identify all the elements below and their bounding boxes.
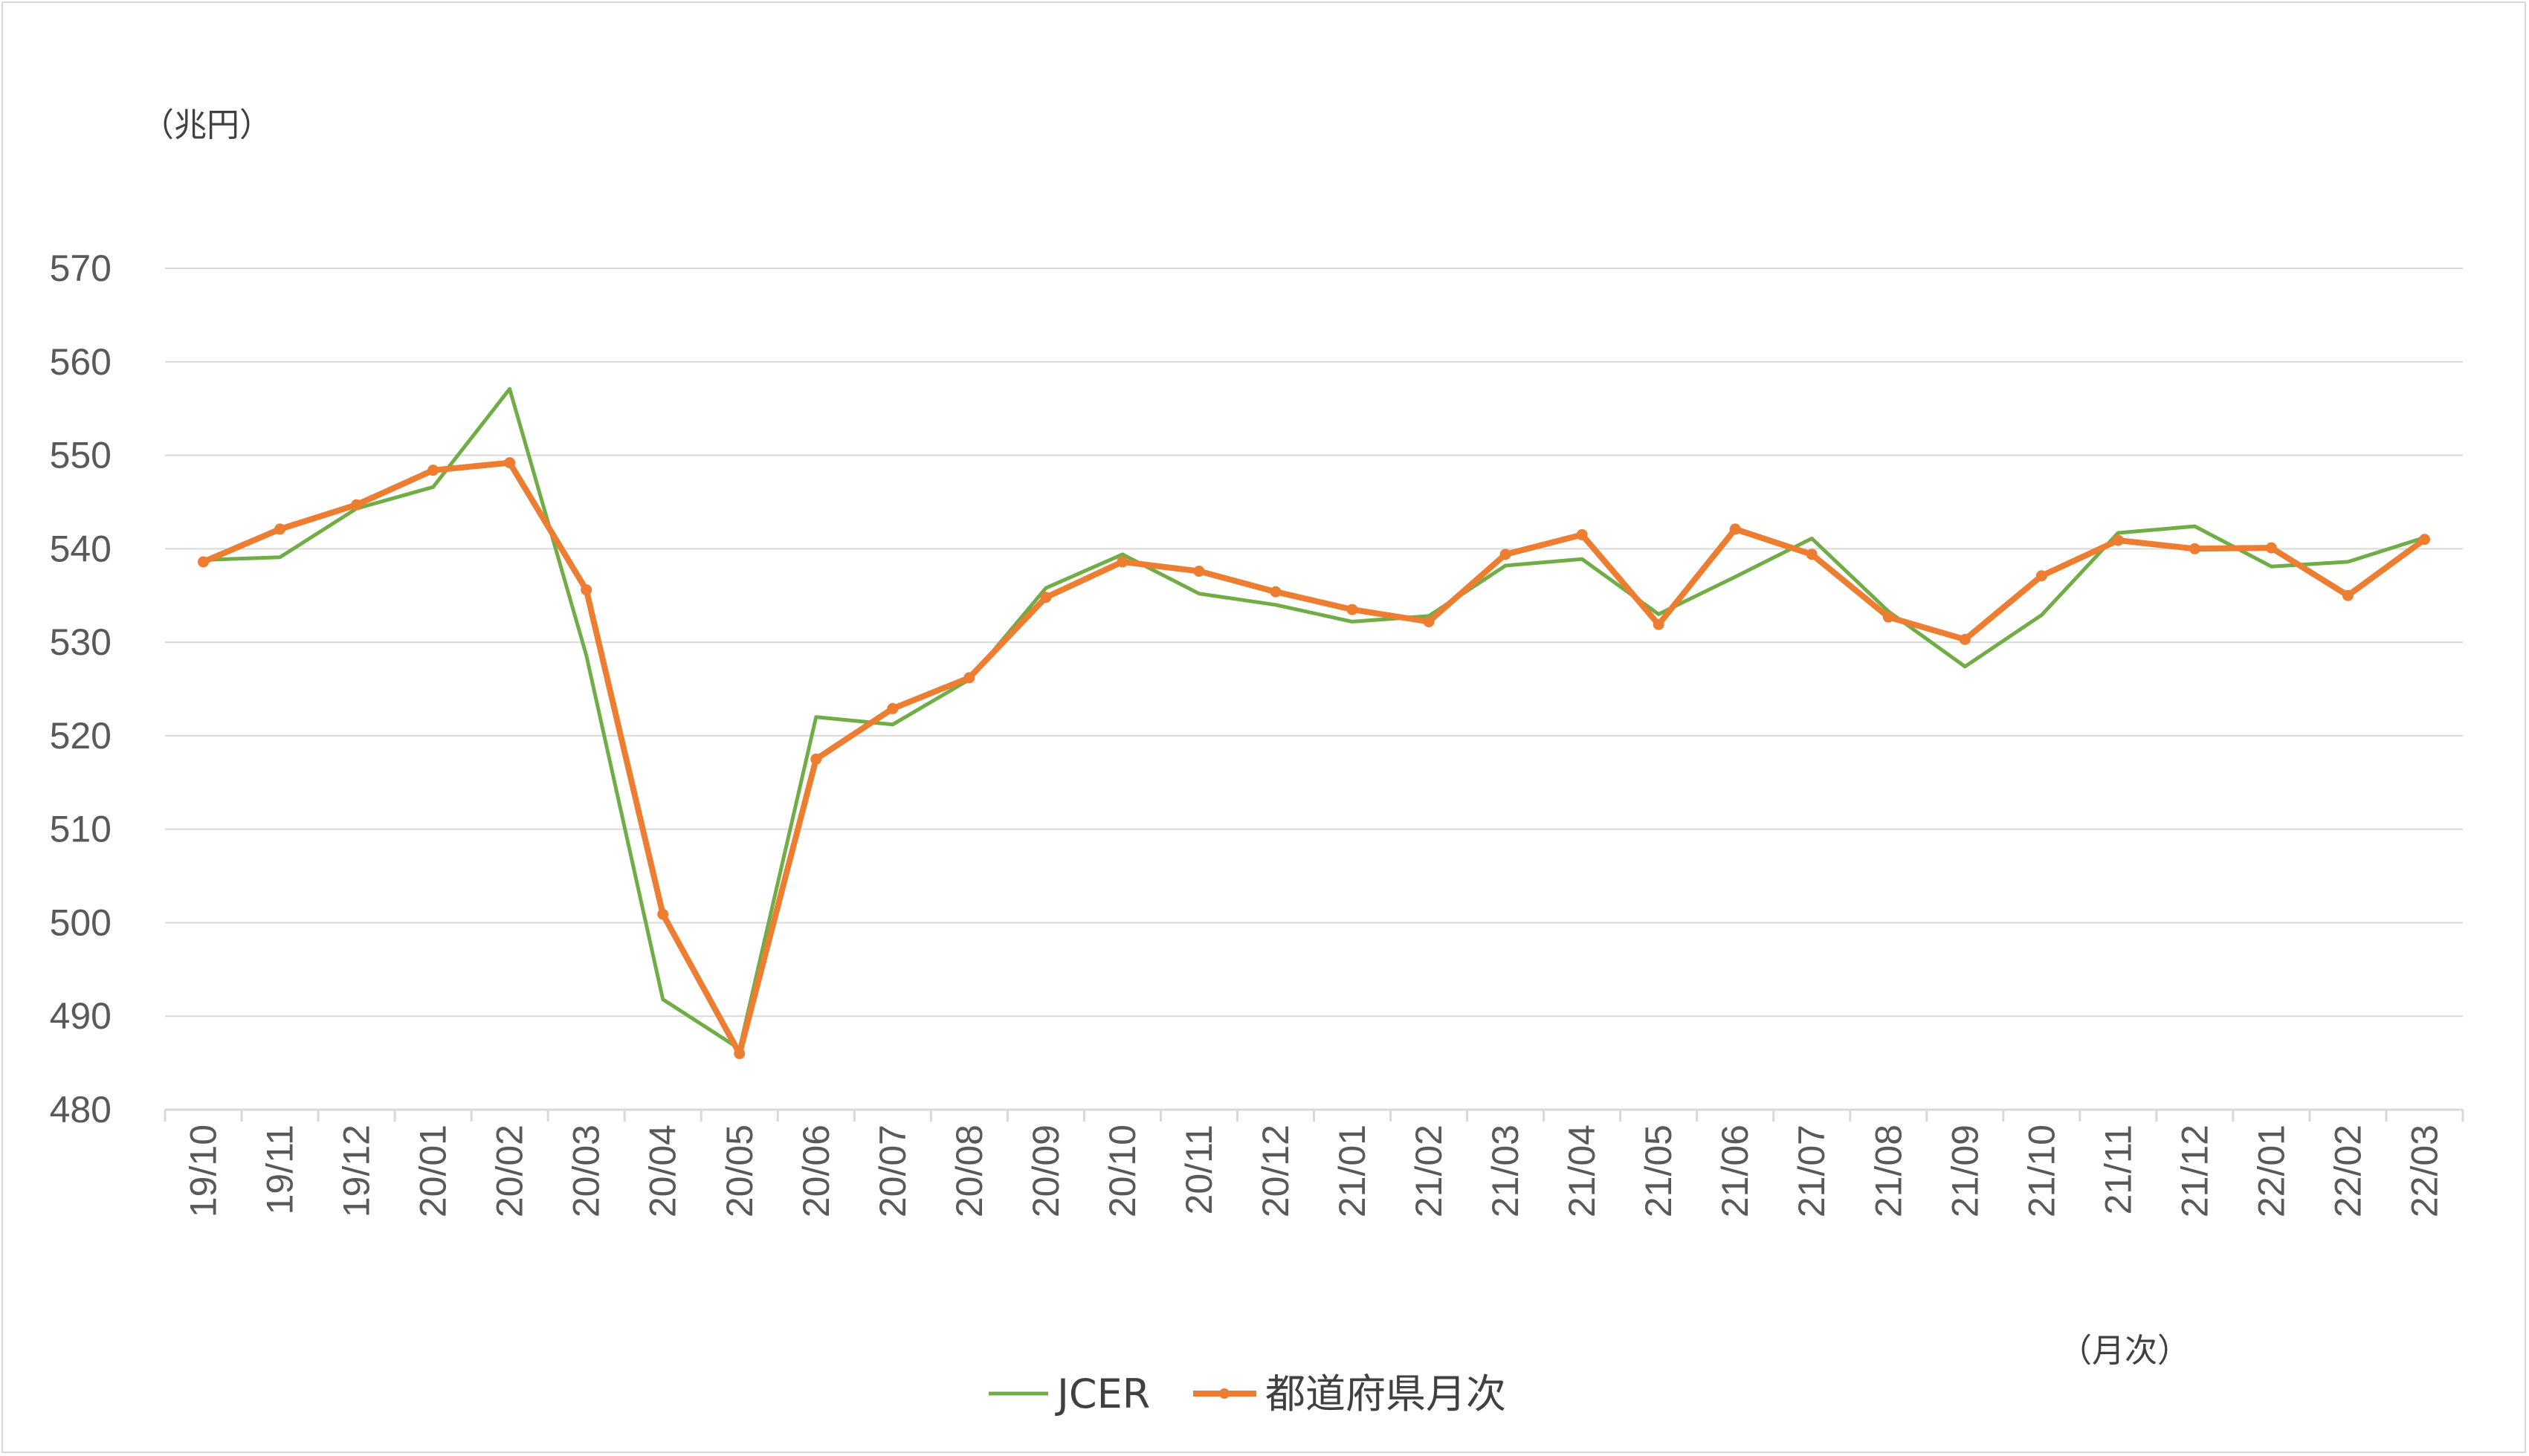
x-axis-tick-labels: 19/10 19/11 19/12 20/01 20/02 20/03 20/04 20/05… [183, 1125, 2446, 1217]
x-tick-label: 22/02 [2327, 1125, 2368, 1217]
y-tick-label: 490 [50, 995, 112, 1037]
y-tick-label: 570 [50, 247, 112, 289]
x-tick-label: 19/11 [259, 1125, 301, 1214]
data-point-1-25 [2112, 534, 2124, 546]
x-tick-label: 20/09 [1025, 1125, 1067, 1217]
x-tick-label: 20/10 [1102, 1125, 1143, 1217]
x-tick-label: 20/06 [795, 1125, 837, 1217]
y-tick-label: 530 [50, 621, 112, 663]
x-tick-label: 22/01 [2250, 1125, 2292, 1217]
data-point-1-15 [1346, 604, 1358, 615]
y-tick-label: 510 [50, 809, 112, 850]
data-point-1-13 [1193, 566, 1205, 577]
x-tick-label: 21/11 [2097, 1125, 2139, 1214]
y-tick-label: 520 [50, 715, 112, 757]
data-point-1-20 [1729, 523, 1741, 535]
data-point-1-22 [1882, 611, 1894, 623]
x-axis-unit-label: （月次） [2059, 1332, 2190, 1370]
data-point-1-0 [198, 556, 210, 568]
x-tick-label: 20/08 [949, 1125, 990, 1217]
x-tick-label: 19/10 [183, 1125, 225, 1217]
x-tick-label: 22/03 [2403, 1125, 2445, 1217]
x-tick-label: 21/08 [1867, 1125, 1909, 1217]
data-point-1-2 [351, 499, 363, 511]
y-tick-label: 500 [50, 902, 112, 943]
y-tick-label: 550 [50, 435, 112, 476]
data-point-1-8 [810, 753, 822, 765]
data-point-1-24 [2035, 570, 2047, 582]
data-point-1-4 [504, 457, 516, 469]
x-tick-label: 21/07 [1791, 1125, 1832, 1217]
x-tick-label: 20/05 [719, 1125, 760, 1217]
data-point-1-16 [1423, 615, 1435, 627]
data-point-1-18 [1576, 528, 1588, 540]
x-tick-label: 21/01 [1331, 1125, 1373, 1217]
data-point-1-17 [1499, 549, 1511, 560]
data-point-1-26 [2189, 543, 2200, 554]
gridlines [165, 268, 2463, 1017]
x-tick-label: 21/05 [1638, 1125, 1679, 1217]
data-point-1-9 [887, 702, 899, 714]
data-point-1-5 [581, 584, 592, 596]
data-point-1-21 [1806, 549, 1818, 560]
series-line-1 [200, 459, 2428, 1057]
x-tick-label: 20/11 [1178, 1125, 1220, 1214]
y-tick-label: 540 [50, 528, 112, 569]
x-tick-label: 21/04 [1561, 1125, 1603, 1217]
data-point-1-3 [427, 465, 439, 476]
x-tick-label: 20/04 [642, 1125, 684, 1217]
data-point-1-28 [2342, 589, 2354, 601]
data-point-1-23 [1959, 633, 1971, 645]
x-tick-label: 21/10 [2021, 1125, 2062, 1217]
y-axis-unit-label: （兆円） [141, 106, 272, 144]
y-axis-tick-labels: 480 490 500 510 520 530 540 550 560 570 [50, 247, 112, 1130]
legend-marker-prefecture-monthly [1219, 1388, 1230, 1399]
x-tick-label: 19/12 [336, 1125, 378, 1217]
x-tick-label: 21/02 [1408, 1125, 1450, 1217]
series-line-0 [201, 386, 2426, 1051]
data-point-1-6 [657, 908, 669, 920]
data-point-1-1 [274, 523, 286, 535]
x-tick-label: 21/12 [2174, 1125, 2215, 1217]
legend: JCER 都道府県月次 [989, 1371, 1506, 1417]
data-point-1-7 [734, 1048, 746, 1060]
x-tick-label: 20/07 [872, 1125, 914, 1217]
data-point-1-14 [1270, 586, 1282, 598]
legend-label-prefecture-monthly: 都道府県月次 [1265, 1371, 1506, 1417]
x-tick-label: 20/01 [413, 1125, 454, 1217]
data-point-1-11 [1040, 592, 1052, 604]
x-tick-label: 21/03 [1485, 1125, 1526, 1217]
x-tick-label: 21/06 [1714, 1125, 1756, 1217]
data-point-1-19 [1653, 618, 1664, 630]
data-point-1-29 [2418, 534, 2430, 546]
legend-label-jcer: JCER [1055, 1371, 1150, 1417]
axes [164, 1108, 2464, 1122]
x-tick-label: 20/12 [1255, 1125, 1296, 1217]
x-tick-label: 20/02 [489, 1125, 531, 1217]
x-tick-label: 21/09 [1944, 1125, 1986, 1217]
x-tick-label: 20/03 [566, 1125, 607, 1217]
data-point-1-10 [963, 672, 975, 684]
data-point-1-27 [2265, 542, 2277, 554]
plot-area [198, 386, 2430, 1060]
y-tick-label: 560 [50, 341, 112, 383]
y-tick-label: 480 [50, 1089, 112, 1130]
data-point-1-12 [1117, 556, 1128, 568]
